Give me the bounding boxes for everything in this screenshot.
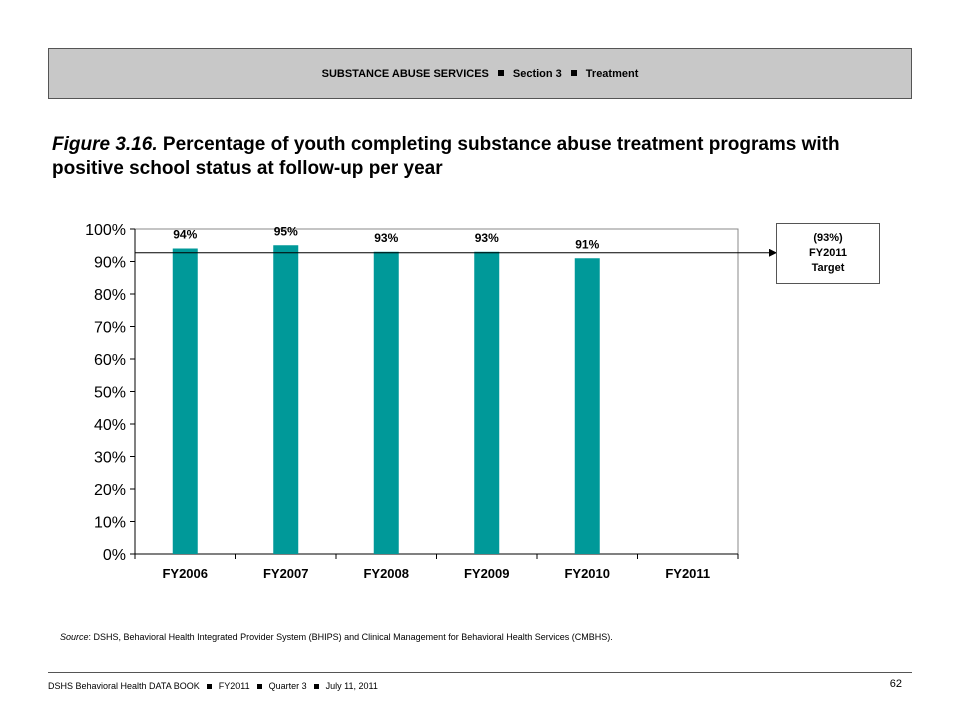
x-tick-label: FY2010 bbox=[564, 566, 610, 581]
target-callout: (93%) FY2011 Target bbox=[776, 223, 880, 284]
header-section-name: SUBSTANCE ABUSE SERVICES bbox=[321, 67, 489, 80]
y-tick-label: 20% bbox=[94, 482, 126, 499]
target-value: (93%) bbox=[813, 232, 843, 244]
y-tick-label: 50% bbox=[94, 385, 126, 402]
y-tick-label: 0% bbox=[103, 547, 126, 564]
footer-quarter: Quarter 3 bbox=[268, 681, 307, 691]
x-tick-label: FY2006 bbox=[162, 566, 208, 581]
bar bbox=[273, 245, 299, 554]
y-tick-label: 100% bbox=[85, 222, 126, 239]
y-tick-label: 70% bbox=[94, 320, 126, 337]
figure-description: Percentage of youth completing substance… bbox=[52, 134, 840, 179]
footer-date: July 11, 2011 bbox=[325, 681, 378, 691]
x-tick-label: FY2009 bbox=[464, 566, 510, 581]
source-label: Source bbox=[60, 632, 89, 642]
y-tick-label: 30% bbox=[94, 450, 126, 467]
source-note: Source: DSHS, Behavioral Health Integrat… bbox=[60, 632, 613, 642]
figure-label: Figure 3.16. bbox=[52, 134, 158, 155]
bullet-separator-icon bbox=[206, 683, 212, 689]
bar-data-label: 93% bbox=[475, 231, 499, 245]
bar-data-label: 95% bbox=[274, 224, 298, 238]
page-footer: DSHS Behavioral Health DATA BOOK FY2011 … bbox=[48, 681, 378, 691]
footer-book-title: DSHS Behavioral Health DATA BOOK bbox=[48, 681, 200, 691]
bar bbox=[574, 258, 600, 554]
y-tick-label: 40% bbox=[94, 417, 126, 434]
header-section-number: Section 3 bbox=[512, 67, 562, 80]
target-year: FY2011 bbox=[809, 247, 847, 259]
bullet-separator-icon bbox=[256, 683, 262, 689]
y-tick-label: 10% bbox=[94, 515, 126, 532]
bar bbox=[373, 251, 399, 554]
footer-fiscal-year: FY2011 bbox=[218, 681, 250, 691]
header-topic: Treatment bbox=[585, 67, 639, 80]
bullet-separator-icon bbox=[570, 69, 577, 76]
page-number: 62 bbox=[889, 678, 902, 690]
y-tick-label: 90% bbox=[94, 255, 126, 272]
y-tick-label: 60% bbox=[94, 352, 126, 369]
section-header: SUBSTANCE ABUSE SERVICES Section 3 Treat… bbox=[48, 48, 912, 99]
bar-data-label: 93% bbox=[374, 231, 398, 245]
bar-data-label: 94% bbox=[173, 228, 197, 242]
footer-divider bbox=[48, 672, 912, 673]
plot-area-frame bbox=[134, 228, 739, 555]
y-tick-label: 80% bbox=[94, 287, 126, 304]
bullet-separator-icon bbox=[497, 69, 504, 76]
bar bbox=[172, 248, 198, 554]
target-label: Target bbox=[811, 262, 845, 274]
x-tick-label: FY2008 bbox=[363, 566, 409, 581]
figure-title: Figure 3.16. Percentage of youth complet… bbox=[52, 133, 912, 181]
x-tick-label: FY2011 bbox=[665, 566, 710, 581]
bar bbox=[474, 251, 500, 554]
x-tick-label: FY2007 bbox=[263, 566, 309, 581]
bullet-separator-icon bbox=[313, 683, 319, 689]
bar-data-label: 91% bbox=[575, 237, 599, 251]
source-text: : DSHS, Behavioral Health Integrated Pro… bbox=[88, 632, 613, 642]
